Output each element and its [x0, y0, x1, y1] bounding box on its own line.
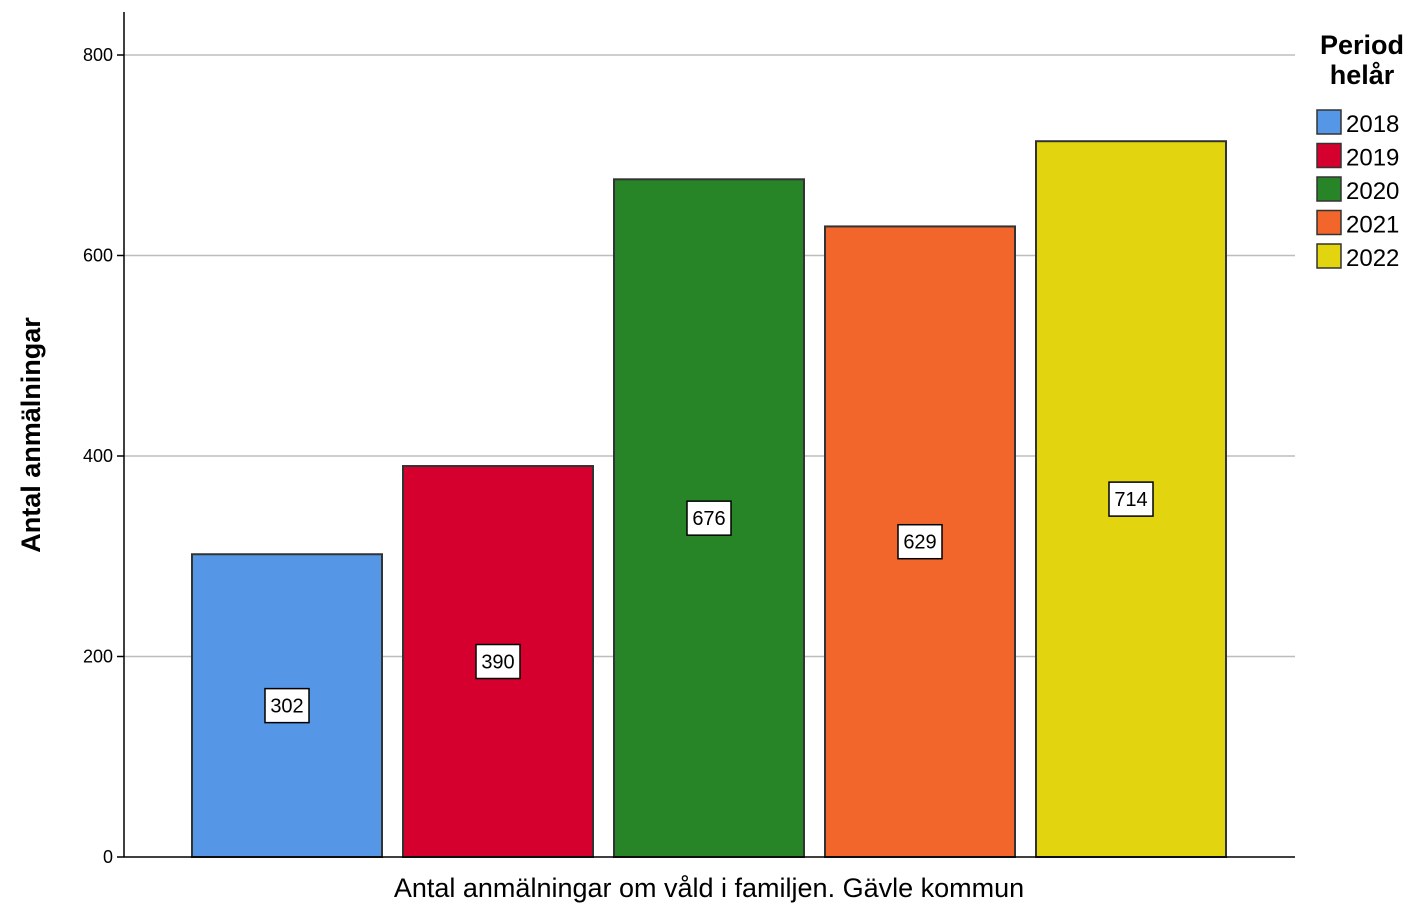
- y-tick-label-800: 800: [83, 45, 113, 65]
- legend-swatch-2020: [1316, 176, 1342, 202]
- y-tick-label-400: 400: [83, 446, 113, 466]
- y-tick-label-600: 600: [83, 246, 113, 266]
- data-label-box-2021: [897, 523, 943, 560]
- y-axis-title: Antal anmälningar: [16, 317, 46, 553]
- x-axis-title: Antal anmälningar om våld i familjen. Gä…: [394, 873, 1024, 903]
- data-label-2020: 676: [692, 508, 725, 530]
- legend: Period helår 2018 2019 2020 2021 2022: [1316, 30, 1404, 272]
- legend-title-line-2: helår: [1330, 60, 1395, 90]
- y-tick-label-0: 0: [103, 847, 113, 867]
- legend-label-2022: 2022: [1346, 245, 1399, 272]
- bar-2018: [191, 553, 383, 858]
- legend-label-2020: 2020: [1346, 178, 1399, 205]
- data-label-2019: 390: [481, 652, 514, 674]
- axes: [123, 12, 1295, 858]
- legend-items: 2018 2019 2020 2021 2022: [1316, 109, 1399, 272]
- bars: [191, 140, 1227, 859]
- legend-swatch-2019: [1316, 142, 1342, 169]
- legend-label-2018: 2018: [1346, 111, 1399, 138]
- data-label-2021: 629: [903, 532, 936, 554]
- y-axis-ticks: 0 200 400 600 800: [83, 45, 124, 867]
- data-label-box-2019: [475, 643, 521, 680]
- legend-swatch-2022: [1316, 243, 1342, 269]
- data-label-2018: 302: [270, 696, 303, 718]
- legend-swatch-2021: [1316, 209, 1342, 236]
- data-label-box-2018: [264, 687, 310, 724]
- legend-swatch-2018: [1316, 109, 1342, 135]
- legend-label-2021: 2021: [1346, 212, 1399, 239]
- legend-label-2019: 2019: [1346, 145, 1399, 172]
- y-tick-label-200: 200: [83, 647, 113, 667]
- data-labels: 302 390 676 629 714: [264, 481, 1154, 724]
- data-label-2022: 714: [1114, 489, 1147, 511]
- legend-title-line-1: Period: [1320, 30, 1404, 60]
- data-label-box-2020: [686, 500, 732, 536]
- data-label-box-2022: [1108, 481, 1154, 517]
